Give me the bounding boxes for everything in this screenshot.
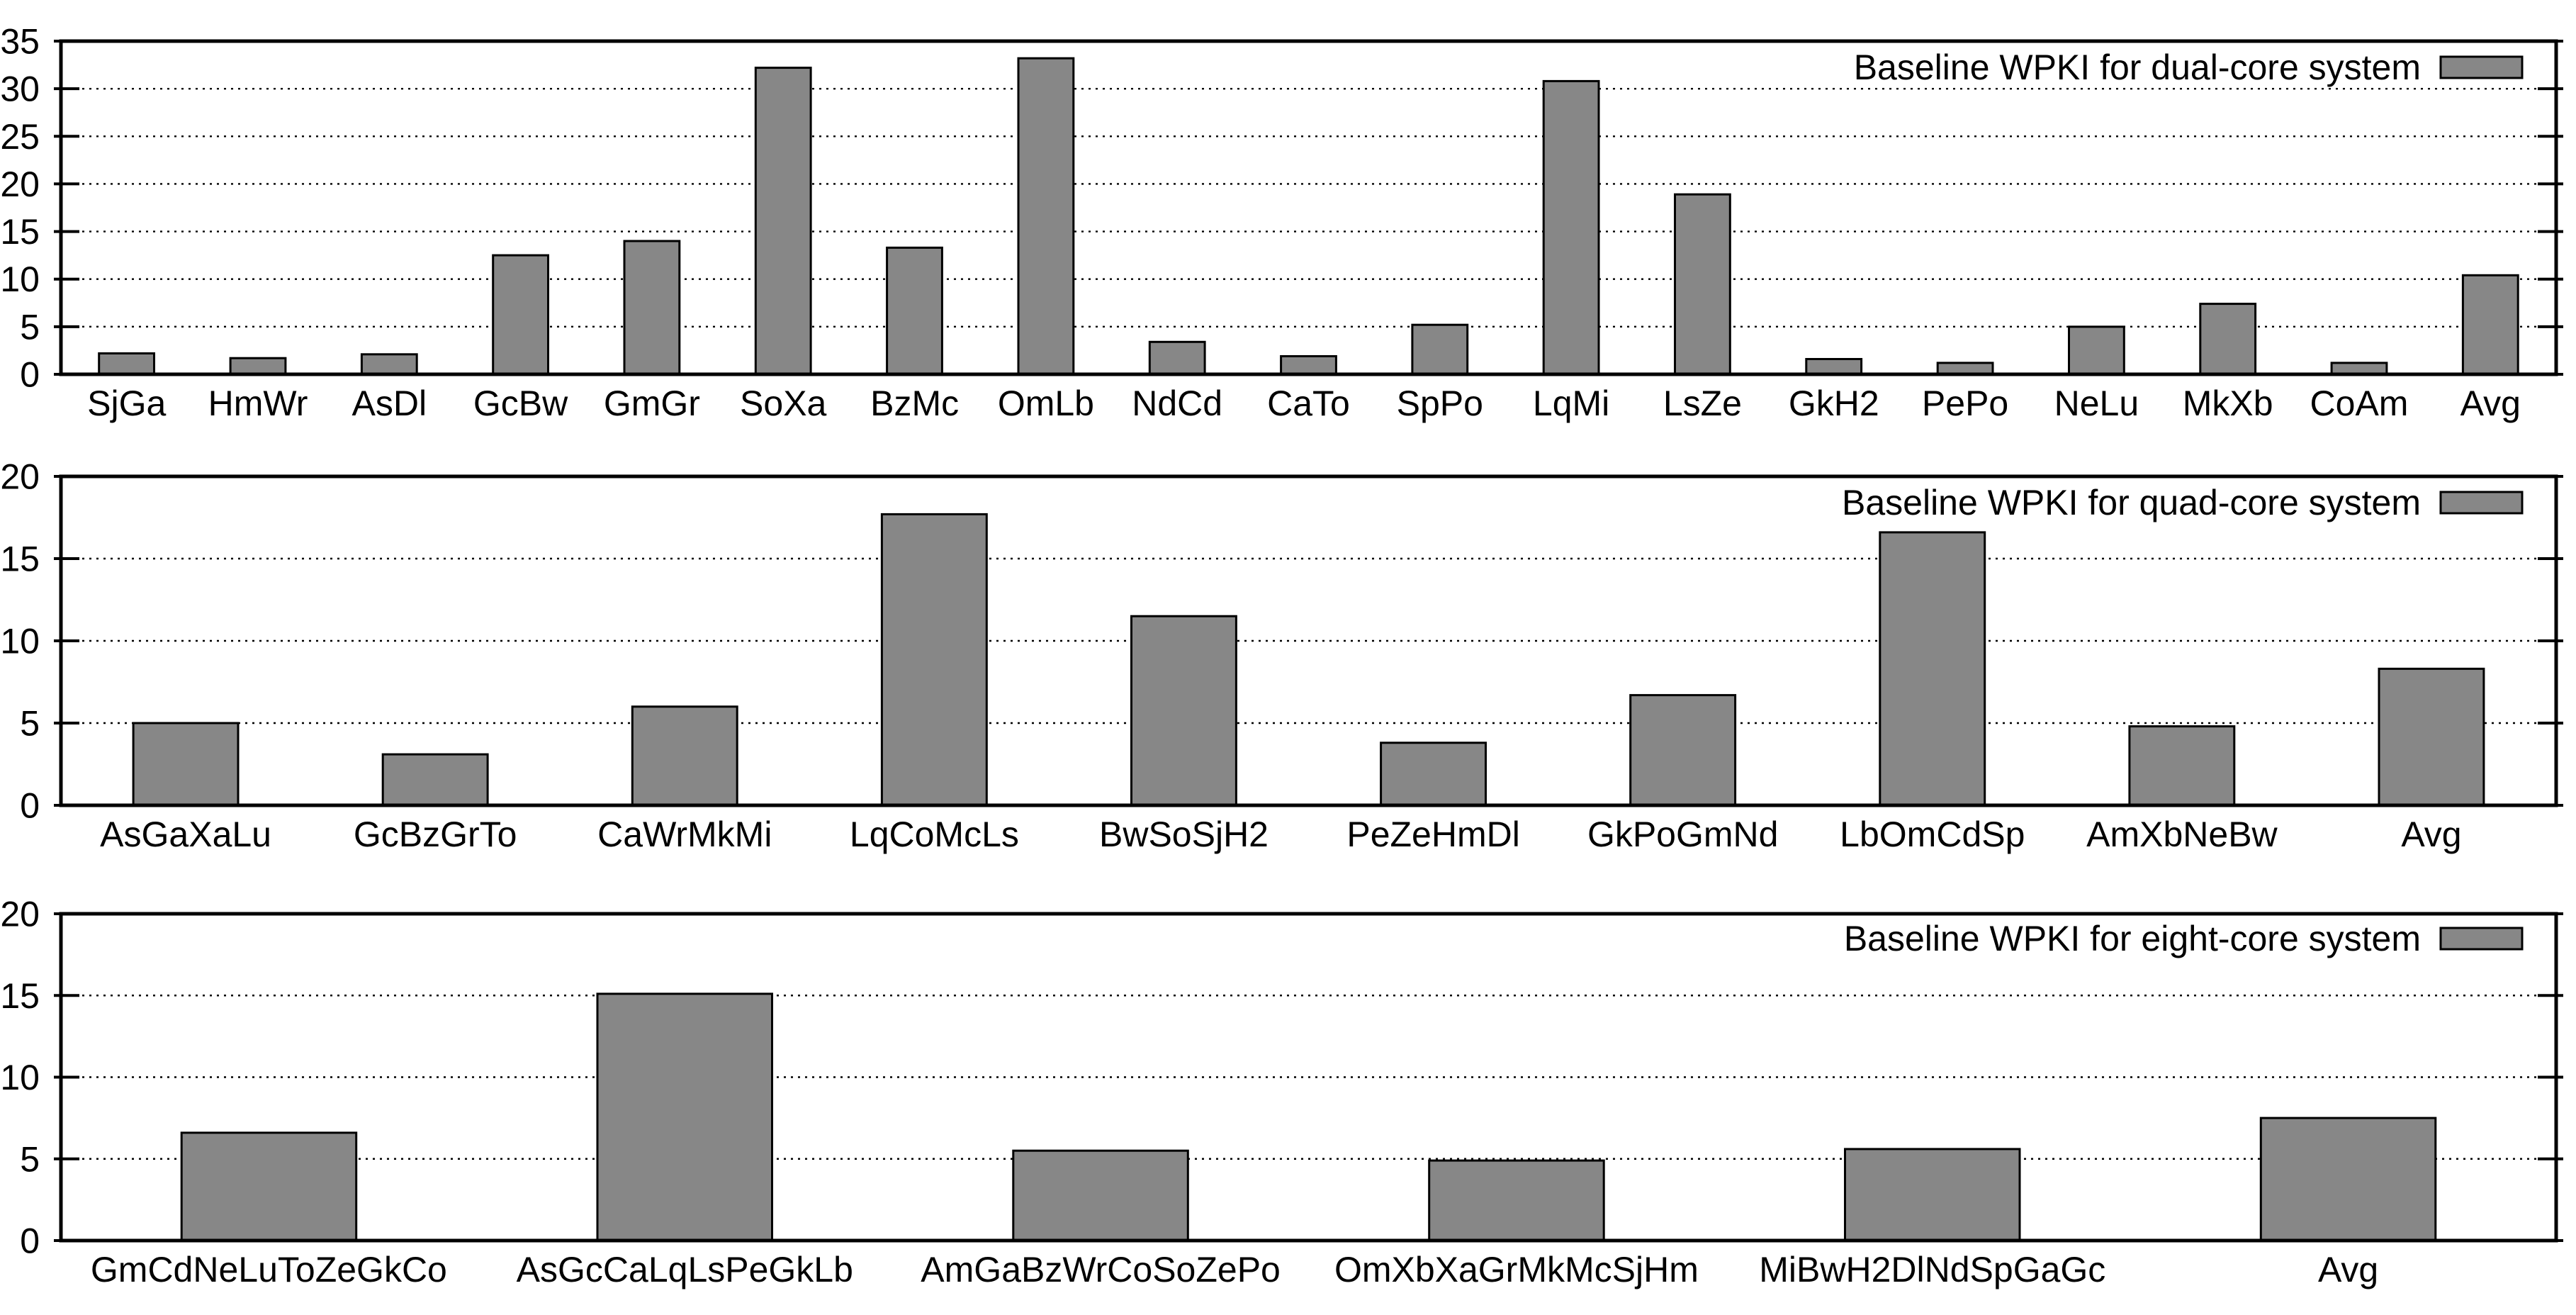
y-axis-tick-label: 20 — [0, 164, 40, 204]
y-axis-tick-label: 15 — [0, 976, 40, 1016]
x-axis-category-label: PePo — [1922, 384, 2008, 423]
bar-CaWrMkMi — [631, 705, 738, 807]
bar-BzMc — [886, 246, 943, 376]
bar-AsDl — [360, 353, 418, 376]
legend-swatch-icon — [2439, 491, 2524, 515]
bar-SjGa — [98, 352, 155, 376]
bar-LqMi — [1542, 79, 1600, 376]
plot-frame — [59, 39, 2558, 376]
x-axis-category-label: AsDl — [352, 384, 427, 423]
bar-GcBzGrTo — [381, 753, 489, 807]
x-axis-category-label: LsZe — [1663, 384, 1742, 423]
x-axis-category-label: SpPo — [1397, 384, 1483, 423]
bar-LbOmCdSp — [1879, 531, 1986, 807]
y-axis-tick-label: 15 — [0, 212, 40, 252]
bar-AsGcCaLqLsPeGkLb — [596, 992, 773, 1242]
bar-BwSoSjH2 — [1130, 615, 1237, 807]
bar-PeZeHmDl — [1380, 742, 1487, 807]
y-axis-tick-label: 0 — [20, 786, 40, 826]
y-axis-tick-label: 10 — [0, 622, 40, 661]
x-axis-category-label: NdCd — [1132, 384, 1222, 423]
y-axis-tick-label: 5 — [20, 704, 40, 744]
bar-HmWr — [229, 357, 287, 376]
x-axis-category-label: OmLb — [998, 384, 1094, 423]
legend-label: Baseline WPKI for eight-core system — [1844, 919, 2421, 958]
x-axis-category-label: GcBzGrTo — [354, 815, 517, 854]
y-axis-tick-label: 10 — [0, 259, 40, 299]
bar-Avg — [2259, 1117, 2437, 1242]
y-axis-tick-label: 20 — [0, 457, 40, 497]
bar-GmCdNeLuToZeGkCo — [180, 1131, 358, 1242]
x-axis-category-label: PeZeHmDl — [1346, 815, 1519, 854]
bar-NdCd — [1148, 340, 1206, 376]
bar-Avg — [2378, 667, 2485, 807]
y-axis-tick-label: 30 — [0, 69, 40, 109]
bar-GkPoGmNd — [1629, 694, 1737, 807]
bar-MkXb — [2199, 303, 2257, 376]
x-axis-category-label: AsGaXaLu — [100, 815, 271, 854]
bar-SoXa — [754, 67, 812, 376]
x-axis-category-label: CoAm — [2310, 384, 2409, 423]
x-axis-category-label: AmGaBzWrCoSoZePo — [921, 1250, 1281, 1289]
y-axis-tick-label: 5 — [20, 1139, 40, 1179]
bar-GcBw — [492, 254, 550, 376]
y-axis-tick-label: 0 — [20, 355, 40, 395]
bar-NeLu — [2068, 325, 2125, 376]
bar-AmXbNeBw — [2128, 725, 2236, 807]
x-axis-category-label: AmXbNeBw — [2086, 815, 2278, 854]
x-axis-category-label: CaTo — [1267, 384, 1350, 423]
x-axis-category-label: GkPoGmNd — [1587, 815, 1779, 854]
x-axis-category-label: BzMc — [870, 384, 959, 423]
y-axis-tick-label: 15 — [0, 539, 40, 579]
x-axis-category-label: SjGa — [87, 384, 166, 423]
x-axis-category-label: AsGcCaLqLsPeGkLb — [517, 1250, 853, 1289]
quad-core-wpki-chart: 0 5 10 15 20 AsGaXaLu GcBzGrTo CaWrMkMi LqCoMcLs… — [0, 457, 2563, 854]
bar-AsGaXaLu — [132, 722, 240, 807]
x-axis-category-label: BwSoSjH2 — [1099, 815, 1269, 854]
bar-MiBwH2DlNdSpGaGc — [1844, 1148, 2021, 1242]
bar-AmGaBzWrCoSoZePo — [1012, 1149, 1189, 1242]
legend-swatch-icon — [2439, 927, 2524, 951]
bar-LsZe — [1674, 193, 1731, 376]
bar-GmGr — [623, 240, 681, 376]
y-axis-tick-label: 25 — [0, 117, 40, 157]
bar-CaTo — [1280, 355, 1337, 376]
x-axis-category-label: GmGr — [604, 384, 700, 423]
bar-OmLb — [1017, 57, 1075, 376]
x-axis-category-label: Avg — [2460, 384, 2521, 423]
x-axis-category-label: HmWr — [208, 384, 308, 423]
legend-label: Baseline WPKI for dual-core system — [1854, 47, 2421, 87]
x-axis-category-label: Avg — [2318, 1250, 2378, 1289]
x-axis-category-label: GcBw — [473, 384, 568, 423]
bar-Avg — [2461, 274, 2519, 376]
y-axis-tick-label: 35 — [0, 22, 40, 62]
x-axis-category-label: CaWrMkMi — [597, 815, 772, 854]
x-axis-category-label: GkH2 — [1789, 384, 1879, 423]
x-axis-category-label: LqMi — [1533, 384, 1609, 423]
eight-core-wpki-chart: 0 5 10 15 20 GmCdNeLuToZeGkCo AsGcCaLqLsPeGkLb… — [0, 895, 2563, 1289]
x-axis-category-label: MkXb — [2183, 384, 2273, 423]
x-axis-category-label: Avg — [2401, 815, 2461, 854]
bar-GkH2 — [1805, 358, 1863, 376]
x-axis-category-label: SoXa — [740, 384, 827, 423]
plot-frame — [59, 912, 2558, 1243]
x-axis-category-label: OmXbXaGrMkMcSjHm — [1334, 1250, 1699, 1289]
plot-frame — [59, 474, 2558, 807]
bar-OmXbXaGrMkMcSjHm — [1428, 1159, 1605, 1242]
x-axis-category-label: NeLu — [2054, 384, 2139, 423]
y-axis-tick-label: 20 — [0, 895, 40, 934]
legend-label: Baseline WPKI for quad-core system — [1842, 483, 2421, 522]
x-axis-category-label: MiBwH2DlNdSpGaGc — [1759, 1250, 2105, 1289]
y-axis-tick-label: 5 — [20, 307, 40, 347]
x-axis-category-label: GmCdNeLuToZeGkCo — [91, 1250, 447, 1289]
legend-swatch-icon — [2439, 55, 2524, 79]
y-axis-tick-label: 10 — [0, 1058, 40, 1097]
bar-LqCoMcLs — [880, 513, 988, 807]
x-axis-category-label: LqCoMcLs — [850, 815, 1019, 854]
x-axis-category-label: LbOmCdSp — [1840, 815, 2025, 854]
y-axis-tick-label: 0 — [20, 1221, 40, 1261]
bar-SpPo — [1411, 323, 1469, 376]
dual-core-wpki-chart: 0 5 10 15 20 25 30 35 SjGa HmWr AsDl GcBw GmGr SoXa Bz… — [0, 22, 2563, 423]
